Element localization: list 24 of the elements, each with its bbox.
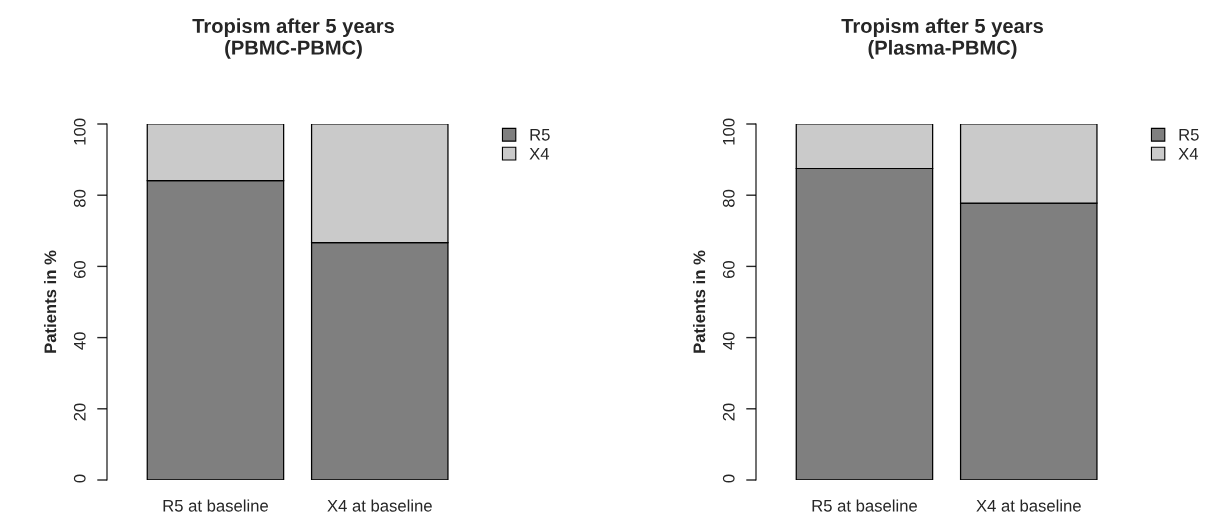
y-tick-label: 80 [722, 189, 735, 207]
y-tick-label: 100 [73, 118, 86, 145]
y-axis-title: Patients in % [692, 250, 706, 353]
y-tick-label: 60 [722, 261, 735, 279]
y-tick-label: 40 [73, 332, 86, 350]
x-tick-label: X4 at baseline [327, 499, 432, 512]
y-tick-label: 0 [73, 474, 86, 483]
chart-title: Tropism after 5 years (PBMC-PBMC) [192, 18, 394, 59]
y-tick-label: 60 [73, 261, 86, 279]
y-axis-title: Patients in % [43, 250, 57, 353]
x-tick-label: R5 at baseline [163, 499, 268, 512]
y-tick-label: 20 [722, 403, 735, 421]
y-tick-label: 80 [73, 189, 86, 207]
legend-label: R5 [1179, 129, 1199, 141]
y-tick-label: 100 [722, 118, 735, 145]
y-tick-label: 0 [722, 474, 735, 483]
chart-title: Tropism after 5 years (Plasma-PBMC) [841, 18, 1043, 59]
legend-label: X4 [529, 147, 550, 160]
x-tick-label: R5 at baseline [812, 499, 917, 512]
legend-label: R5 [530, 129, 550, 141]
y-tick-label: 20 [73, 403, 86, 421]
legend-label: X4 [1178, 147, 1199, 160]
x-tick-label: X4 at baseline [976, 499, 1081, 512]
y-tick-label: 40 [722, 332, 735, 350]
